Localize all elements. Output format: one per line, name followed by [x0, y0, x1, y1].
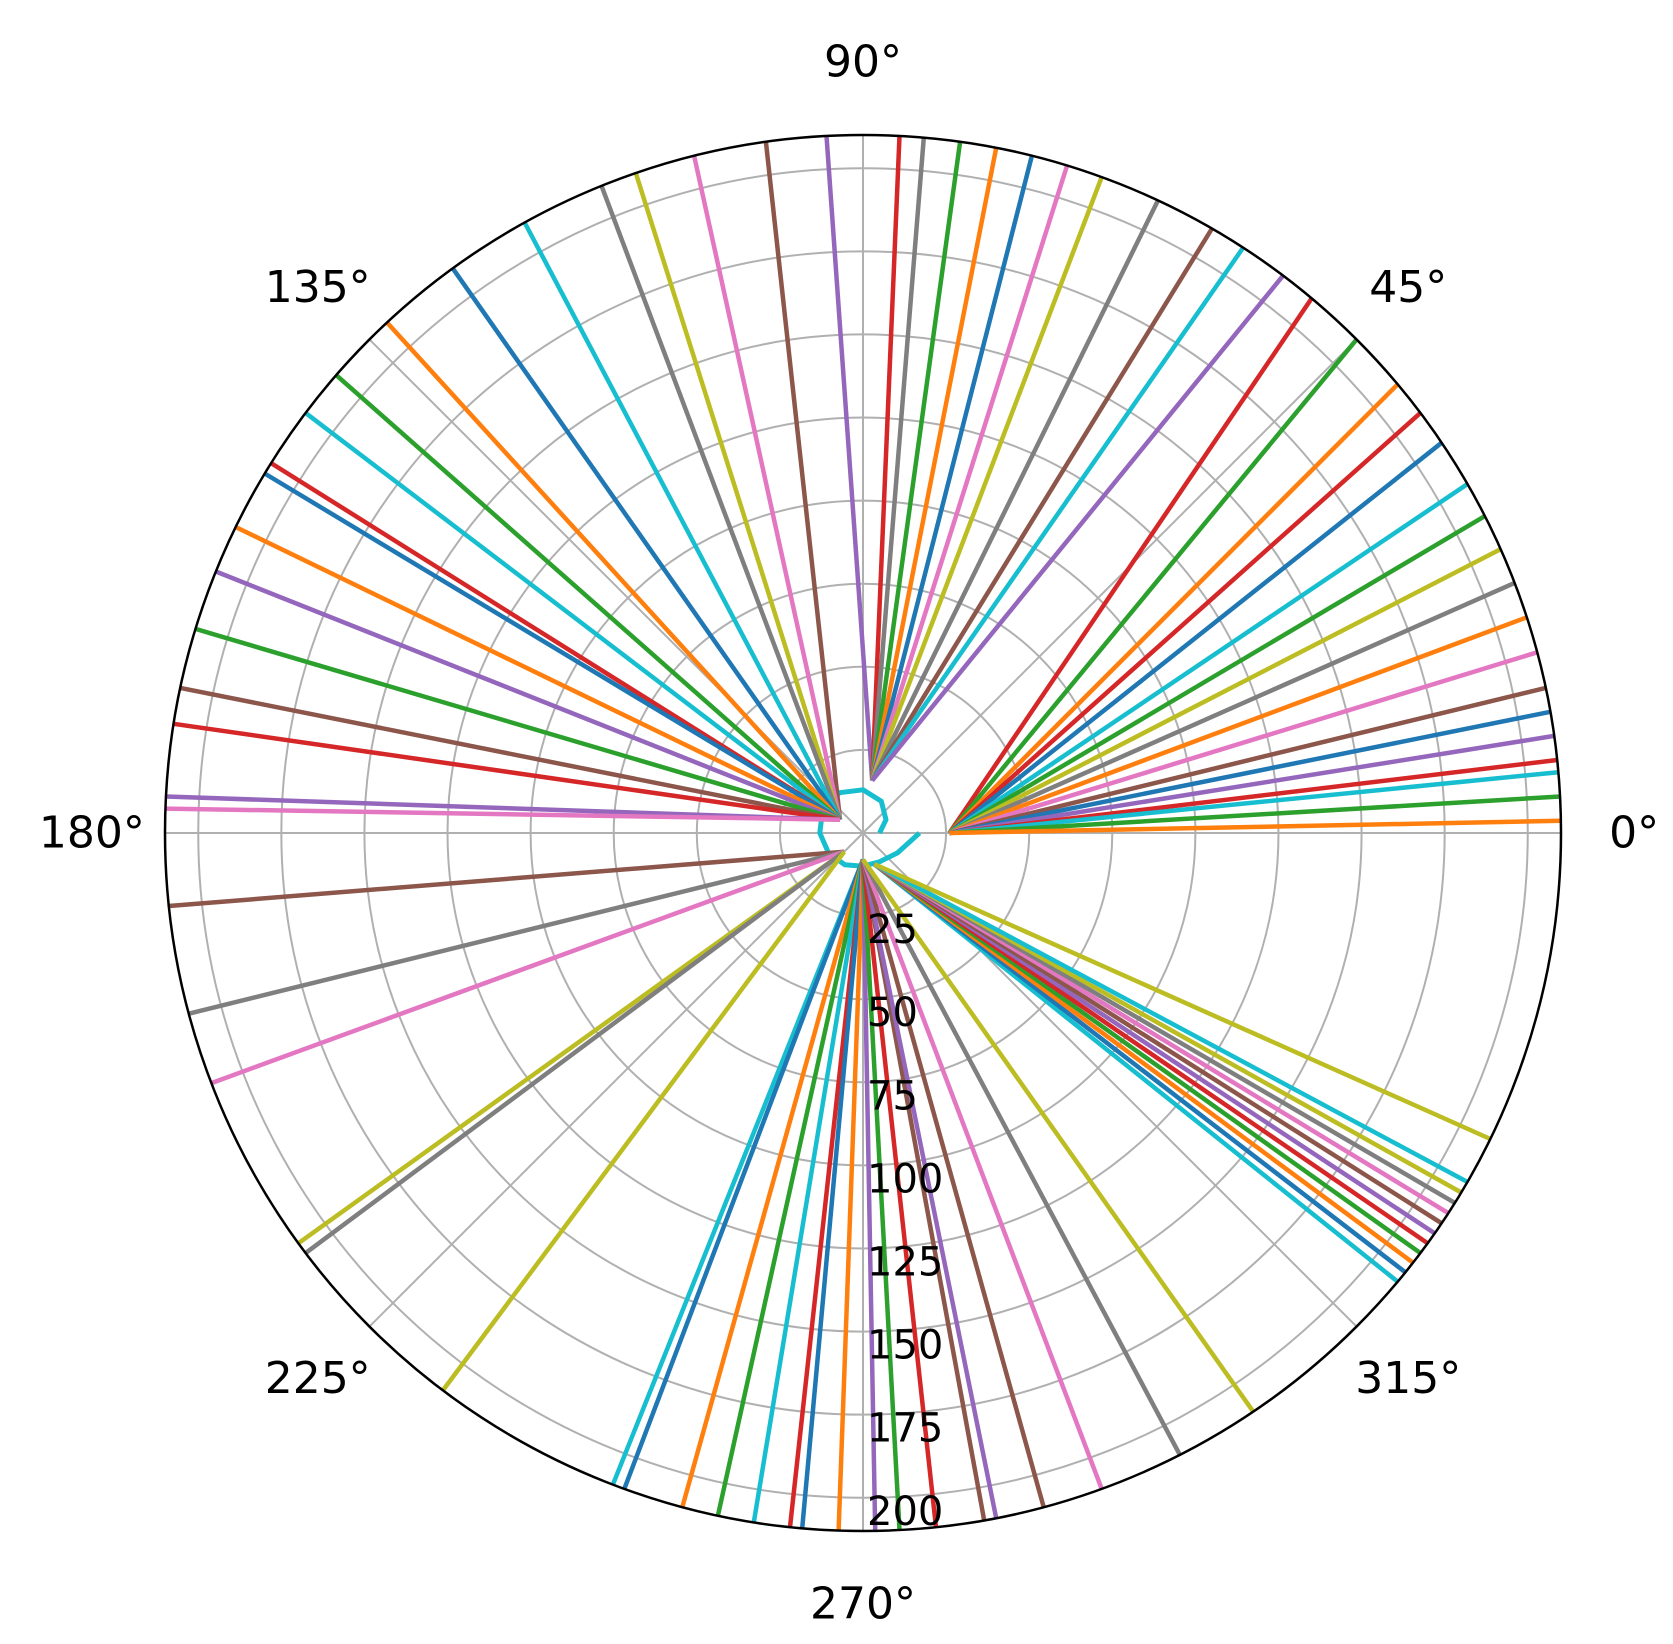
theta-tick-label: 90°: [824, 36, 902, 87]
series-line-69: [861, 858, 1182, 1456]
grid-layer: [165, 135, 1561, 1531]
series-line-1: [869, 135, 902, 781]
series-line-42: [214, 569, 841, 822]
series-line-56: [680, 858, 866, 1508]
r-tick-label: 125: [867, 1240, 943, 1286]
series-line-64: [860, 859, 939, 1528]
series-line-31: [691, 155, 843, 821]
series-line-12: [947, 297, 1314, 835]
series-line-47: [165, 806, 841, 822]
series-line-13: [947, 337, 1359, 835]
series-line-43: [194, 626, 841, 822]
r-tick-label: 75: [867, 1073, 918, 1119]
r-gridline-125: [446, 416, 1280, 1250]
r-gridline-175: [280, 250, 1446, 1416]
polar-frame: [163, 133, 1563, 1533]
series-line-67: [860, 858, 1046, 1508]
label-layer: 0° 45° 90° 135° 180° 225° 270° 315° 25 50 75 100 125…: [39, 36, 1659, 1629]
series-line-8: [870, 199, 1161, 782]
r-tick-label: 25: [867, 907, 918, 953]
theta-tick-label: 225°: [265, 1353, 371, 1404]
series-line-16: [948, 440, 1444, 835]
data-layer: [165, 135, 1561, 1531]
series-line-60: [799, 859, 866, 1529]
series-line-17: [948, 482, 1469, 835]
series-line-0: [824, 135, 875, 781]
series-line-40: [263, 471, 842, 822]
series-line-18: [948, 514, 1487, 835]
series-line-34: [522, 221, 842, 821]
series-line-38: [304, 411, 842, 822]
r-gridline-75: [612, 582, 1114, 1084]
r-gridline-200: [197, 167, 1529, 1499]
r-tick-label: 175: [867, 1406, 943, 1452]
series-line-33: [599, 185, 843, 821]
series-line-4: [869, 147, 999, 782]
series-line-25: [949, 733, 1555, 836]
r-tick-label: 50: [867, 990, 918, 1036]
theta-tick-label: 180°: [39, 808, 145, 859]
series-line-53: [441, 850, 847, 1392]
series-line-23: [948, 685, 1547, 836]
series-line-41: [234, 524, 841, 822]
series-line-68: [860, 858, 1104, 1490]
series-line-82: [873, 862, 1492, 1142]
series-line-28: [949, 794, 1561, 836]
series-line-63: [860, 859, 902, 1531]
theta-tick-label: 270°: [810, 1579, 916, 1630]
series-line-49: [188, 849, 845, 1016]
series-line-50: [210, 849, 845, 1086]
series-line-36: [385, 320, 842, 822]
series-line-19: [948, 547, 1502, 836]
inner-loop-line: [817, 787, 922, 869]
series-line-30: [763, 141, 843, 820]
series-line-7: [870, 176, 1104, 782]
series-line-15: [947, 411, 1422, 835]
series-line-9: [870, 227, 1214, 782]
series-line-70: [861, 858, 1256, 1413]
series-line-58: [751, 859, 866, 1523]
series-line-66: [860, 859, 999, 1519]
series-line-35: [450, 267, 842, 821]
series-line-45: [173, 721, 841, 822]
series-line-57: [715, 859, 866, 1517]
series-line-52: [304, 849, 846, 1255]
r-gridline-150: [363, 333, 1363, 1333]
series-line-5: [870, 155, 1035, 782]
frame-layer: [163, 133, 1563, 1533]
series-line-10: [870, 246, 1246, 782]
series-line-29: [949, 818, 1561, 836]
r-tick-label: 200: [867, 1489, 943, 1535]
series-line-81: [873, 862, 1469, 1184]
series-line-2: [869, 137, 927, 781]
theta-tick-label: 315°: [1355, 1353, 1461, 1404]
series-line-3: [869, 141, 963, 781]
r-tick-label: 100: [867, 1156, 943, 1202]
series-line-20: [948, 580, 1516, 836]
series-line-62: [860, 859, 878, 1531]
series-line-24: [948, 709, 1551, 836]
series-line-44: [179, 685, 841, 822]
series-line-55: [622, 858, 866, 1490]
series-line-21: [948, 615, 1528, 836]
theta-tick-label: 45°: [1369, 262, 1447, 313]
r-tick-label: 150: [867, 1323, 943, 1369]
series-line-37: [334, 373, 842, 822]
series-line-61: [836, 859, 866, 1531]
series-line-22: [948, 650, 1538, 836]
theta-tick-label: 0°: [1609, 808, 1659, 859]
series-line-6: [870, 164, 1070, 782]
series-line-48: [168, 849, 845, 909]
series-line-32: [633, 172, 843, 821]
r-gridline-100: [529, 499, 1197, 1167]
series-line-27: [949, 769, 1559, 836]
series-line-14: [947, 382, 1400, 835]
theta-tick-label: 135°: [265, 262, 371, 313]
series-line-11: [870, 274, 1285, 783]
